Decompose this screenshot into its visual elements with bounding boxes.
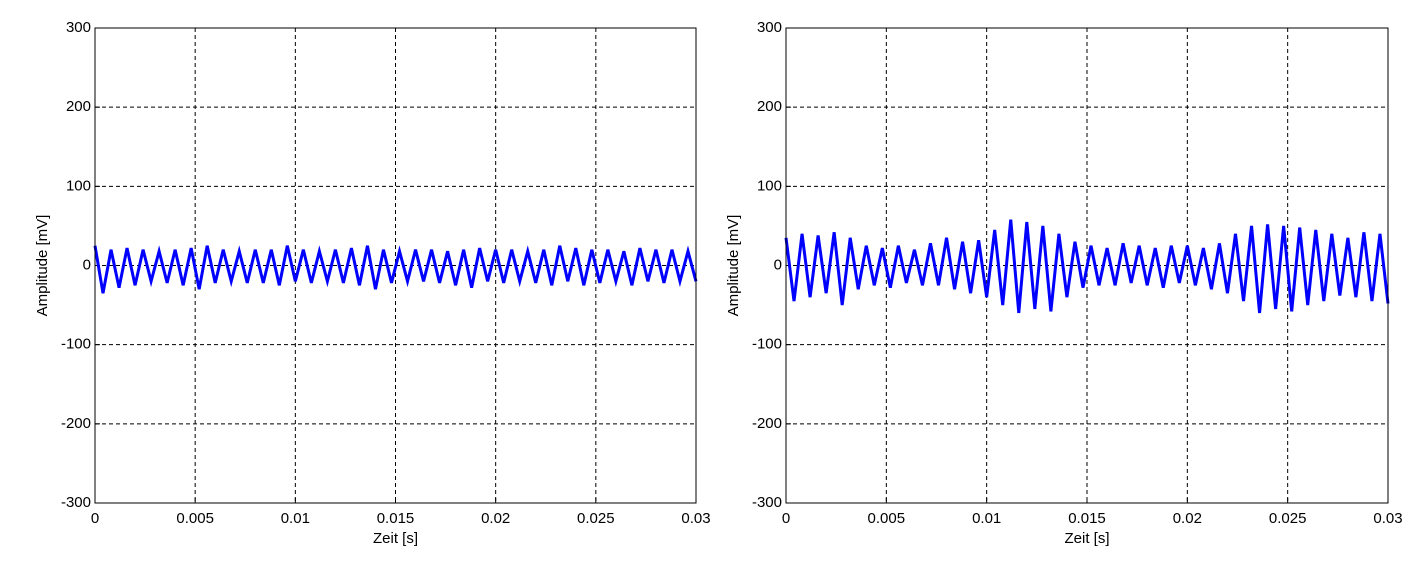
x-tick-label: 0.025	[1269, 510, 1307, 527]
y-tick-label: 300	[757, 19, 782, 36]
plot-frame	[94, 27, 697, 504]
x-tick-label: 0.01	[972, 510, 1001, 527]
y-tick-label: -100	[61, 336, 91, 353]
y-tick-label: 0	[774, 256, 782, 273]
y-axis-label: Amplitude [mV]	[34, 215, 51, 317]
y-tick-label: -100	[752, 336, 782, 353]
x-tick-label: 0	[91, 510, 99, 527]
x-tick-label: 0.01	[281, 510, 310, 527]
x-tick-label: 0.02	[1173, 510, 1202, 527]
x-tick-label: 0.015	[1068, 510, 1106, 527]
y-tick-label: 100	[66, 177, 91, 194]
y-tick-label: -300	[61, 494, 91, 511]
x-tick-label: 0.015	[377, 510, 415, 527]
x-axis-label: Zeit [s]	[1064, 530, 1109, 547]
y-tick-label: 0	[83, 256, 91, 273]
y-tick-label: 200	[66, 98, 91, 115]
x-tick-label: 0.025	[577, 510, 615, 527]
y-tick-label: -200	[752, 415, 782, 432]
y-tick-label: 100	[757, 177, 782, 194]
y-tick-label: -200	[61, 415, 91, 432]
y-tick-label: 200	[757, 98, 782, 115]
x-tick-label: 0.03	[1373, 510, 1402, 527]
signal-line	[93, 245, 698, 294]
x-axis-label: Zeit [s]	[373, 530, 418, 547]
x-tick-label: 0.005	[176, 510, 214, 527]
y-tick-label: 300	[66, 19, 91, 36]
x-tick-label: 0.02	[481, 510, 510, 527]
x-tick-label: 0.005	[868, 510, 906, 527]
plot-frame	[785, 27, 1389, 504]
y-tick-label: -300	[752, 494, 782, 511]
x-tick-label: 0	[782, 510, 790, 527]
y-axis-label: Amplitude [mV]	[725, 215, 742, 317]
x-tick-label: 0.03	[681, 510, 710, 527]
signal-line	[784, 219, 1390, 314]
